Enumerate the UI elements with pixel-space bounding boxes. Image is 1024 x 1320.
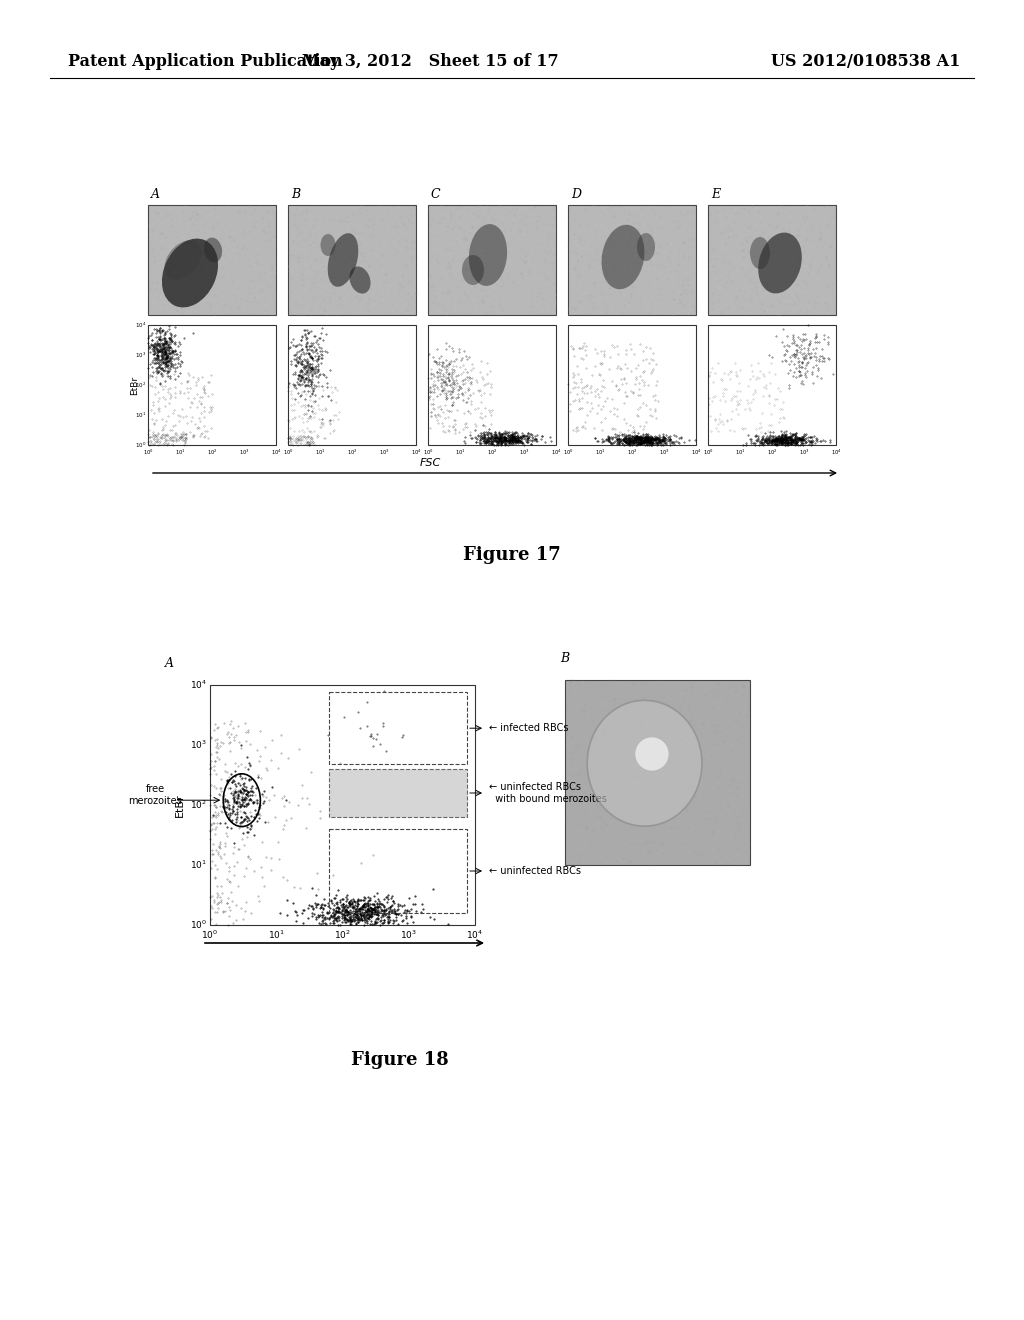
Text: $10^3$: $10^3$ [135, 350, 146, 359]
Bar [148, 205, 276, 315]
Text: $10^3$: $10^3$ [379, 447, 389, 457]
Text: B: B [291, 187, 300, 201]
Text: A: A [151, 187, 160, 201]
Ellipse shape [328, 234, 358, 286]
Text: $10^3$: $10^3$ [799, 447, 809, 457]
Bar [330, 770, 467, 817]
Ellipse shape [635, 738, 669, 771]
Text: $10^4$: $10^4$ [411, 447, 422, 457]
Bar [428, 205, 556, 315]
Bar [428, 325, 556, 445]
Text: $10^0$: $10^0$ [189, 919, 207, 931]
Text: $10^4$: $10^4$ [270, 447, 282, 457]
Text: $10^3$: $10^3$ [518, 447, 529, 457]
Bar [568, 205, 696, 315]
Text: Patent Application Publication: Patent Application Publication [68, 54, 343, 70]
Text: $10^1$: $10^1$ [175, 447, 185, 457]
Bar [708, 205, 836, 315]
Ellipse shape [462, 255, 484, 285]
Ellipse shape [587, 701, 701, 826]
Ellipse shape [758, 232, 802, 293]
Bar [565, 680, 750, 865]
Text: $10^2$: $10^2$ [767, 447, 777, 457]
Text: Figure 17: Figure 17 [463, 546, 561, 564]
Text: $10^1$: $10^1$ [314, 447, 326, 457]
Text: $10^2$: $10^2$ [627, 447, 637, 457]
Text: $10^4$: $10^4$ [551, 447, 561, 457]
Text: EtBr: EtBr [130, 375, 139, 395]
Bar [330, 829, 467, 913]
Text: ← uninfected RBCs
  with bound merozoites: ← uninfected RBCs with bound merozoites [489, 783, 607, 804]
Text: $10^2$: $10^2$ [135, 380, 146, 389]
Bar [148, 325, 276, 445]
Bar [210, 685, 475, 925]
Text: ← infected RBCs: ← infected RBCs [489, 723, 568, 733]
Text: $10^0$: $10^0$ [142, 447, 154, 457]
Text: ← uninfected RBCs: ← uninfected RBCs [489, 866, 581, 876]
Ellipse shape [165, 240, 202, 280]
Text: $10^0$: $10^0$ [702, 447, 714, 457]
Ellipse shape [321, 234, 336, 256]
Text: D: D [571, 187, 581, 201]
Text: $10^1$: $10^1$ [455, 447, 465, 457]
Ellipse shape [601, 224, 644, 289]
Text: $10^1$: $10^1$ [190, 859, 207, 871]
Text: Figure 18: Figure 18 [351, 1051, 449, 1069]
Text: $10^1$: $10^1$ [595, 447, 605, 457]
Text: $10^4$: $10^4$ [690, 447, 701, 457]
Ellipse shape [204, 238, 222, 263]
Text: FSC: FSC [420, 458, 440, 469]
Bar [708, 325, 836, 445]
Text: $10^0$: $10^0$ [202, 929, 218, 941]
Text: B: B [560, 652, 569, 665]
Text: EtBr: EtBr [175, 793, 185, 817]
Text: $10^3$: $10^3$ [190, 739, 207, 751]
Text: E: E [711, 187, 720, 201]
Text: $10^3$: $10^3$ [658, 447, 670, 457]
Text: C: C [431, 187, 440, 201]
Text: $10^3$: $10^3$ [239, 447, 250, 457]
Text: $10^4$: $10^4$ [135, 321, 146, 330]
Ellipse shape [750, 238, 770, 269]
Text: $10^2$: $10^2$ [486, 447, 498, 457]
Ellipse shape [162, 239, 218, 308]
Text: A: A [165, 657, 174, 671]
Text: $10^0$: $10^0$ [283, 447, 294, 457]
Text: $10^1$: $10^1$ [734, 447, 745, 457]
Text: May 3, 2012   Sheet 15 of 17: May 3, 2012 Sheet 15 of 17 [302, 54, 558, 70]
Text: $10^2$: $10^2$ [334, 929, 351, 941]
Text: $10^3$: $10^3$ [400, 929, 417, 941]
Text: $10^0$: $10^0$ [423, 447, 433, 457]
Text: $10^0$: $10^0$ [135, 441, 146, 450]
Text: free
merozoites: free merozoites [128, 784, 182, 807]
Text: $10^1$: $10^1$ [267, 929, 285, 941]
Text: $10^4$: $10^4$ [830, 447, 842, 457]
Bar [288, 205, 416, 315]
Text: $10^4$: $10^4$ [189, 678, 207, 692]
Text: $10^4$: $10^4$ [466, 929, 483, 941]
Bar [330, 692, 467, 764]
Text: US 2012/0108538 A1: US 2012/0108538 A1 [771, 54, 961, 70]
Bar [288, 325, 416, 445]
Text: $10^0$: $10^0$ [562, 447, 573, 457]
Bar [568, 325, 696, 445]
Text: $10^2$: $10^2$ [207, 447, 217, 457]
Ellipse shape [349, 267, 371, 293]
Text: $10^1$: $10^1$ [135, 411, 146, 420]
Text: $10^2$: $10^2$ [190, 799, 207, 812]
Ellipse shape [469, 224, 507, 286]
Text: $10^2$: $10^2$ [347, 447, 357, 457]
Ellipse shape [637, 234, 655, 261]
